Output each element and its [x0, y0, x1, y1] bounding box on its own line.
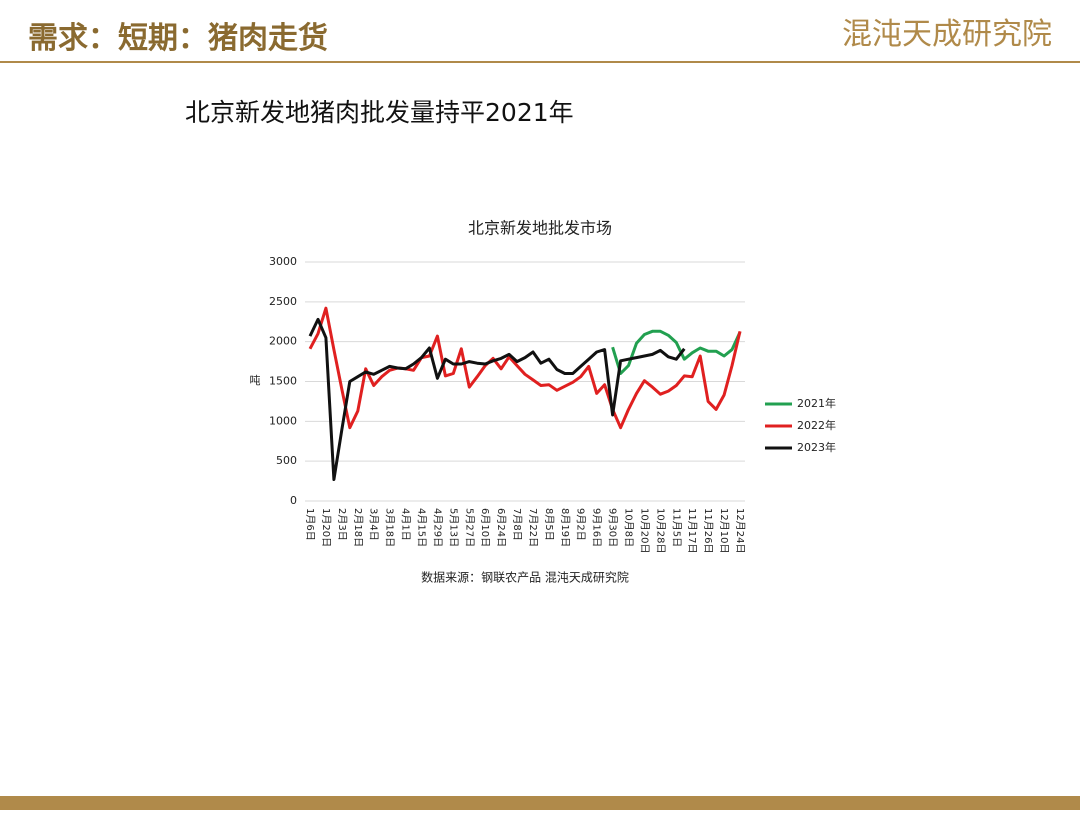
y-tick-label: 500 [276, 454, 297, 467]
x-tick-label: 10月28日 [654, 508, 666, 553]
x-tick-label: 4月1日 [400, 508, 412, 541]
y-tick-label: 2000 [269, 335, 297, 348]
x-tick-label: 8月5日 [543, 508, 555, 541]
y-tick-label: 1500 [269, 375, 297, 388]
x-tick-label: 2月3日 [336, 508, 348, 541]
x-tick-label: 4月29日 [431, 508, 443, 547]
header-title: 需求：短期：猪肉走货 [28, 21, 328, 56]
x-tick-label: 5月13日 [447, 508, 459, 547]
x-tick-label: 1月6日 [304, 508, 316, 541]
x-tick-label: 6月10日 [479, 508, 491, 547]
x-tick-label: 9月16日 [591, 508, 603, 547]
y-tick-label: 0 [290, 494, 297, 507]
x-tick-label: 3月4日 [368, 508, 380, 541]
x-tick-label: 9月30日 [607, 508, 619, 547]
x-tick-label: 10月8日 [623, 508, 635, 547]
x-tick-label: 7月8日 [511, 508, 523, 541]
x-tick-label: 2月18日 [352, 508, 364, 547]
footer-bar [0, 796, 1080, 810]
series-line [308, 317, 686, 481]
x-tick-label: 11月17日 [686, 508, 698, 553]
x-tick-label: 9月2日 [575, 508, 587, 541]
x-tick-label: 1月20日 [320, 508, 332, 547]
source: 数据来源：钢联农产品 混沌天成研究院 [421, 570, 629, 585]
x-tick-label: 12月10日 [718, 508, 730, 553]
legend-label: 2022年 [797, 418, 836, 432]
y-axis-label: 吨 [250, 374, 261, 387]
chart-title: 北京新发地批发市场 [468, 219, 612, 238]
legend-label: 2021年 [797, 396, 836, 410]
logo: 混沌天成研究院 [842, 17, 1052, 52]
y-tick-label: 1000 [269, 414, 297, 427]
x-tick-label: 3月18日 [384, 508, 396, 547]
y-tick-label: 2500 [269, 295, 297, 308]
x-tick-label: 11月5日 [670, 508, 682, 547]
x-tick-label: 7月22日 [527, 508, 539, 547]
x-tick-label: 11月26日 [702, 508, 714, 553]
x-tick-label: 8月19日 [559, 508, 571, 547]
x-tick-label: 12月24日 [734, 508, 746, 553]
x-tick-label: 4月15日 [415, 508, 427, 547]
header-rule [0, 61, 1080, 63]
heading: 北京新发地猪肉批发量持平2021年 [185, 98, 574, 127]
x-tick-label: 6月24日 [495, 508, 507, 547]
x-tick-label: 5月27日 [463, 508, 475, 547]
x-tick-label: 10月20日 [638, 508, 650, 553]
y-tick-label: 3000 [269, 255, 297, 268]
series-line [611, 329, 742, 375]
legend-label: 2023年 [797, 440, 836, 454]
series-line [308, 306, 742, 430]
